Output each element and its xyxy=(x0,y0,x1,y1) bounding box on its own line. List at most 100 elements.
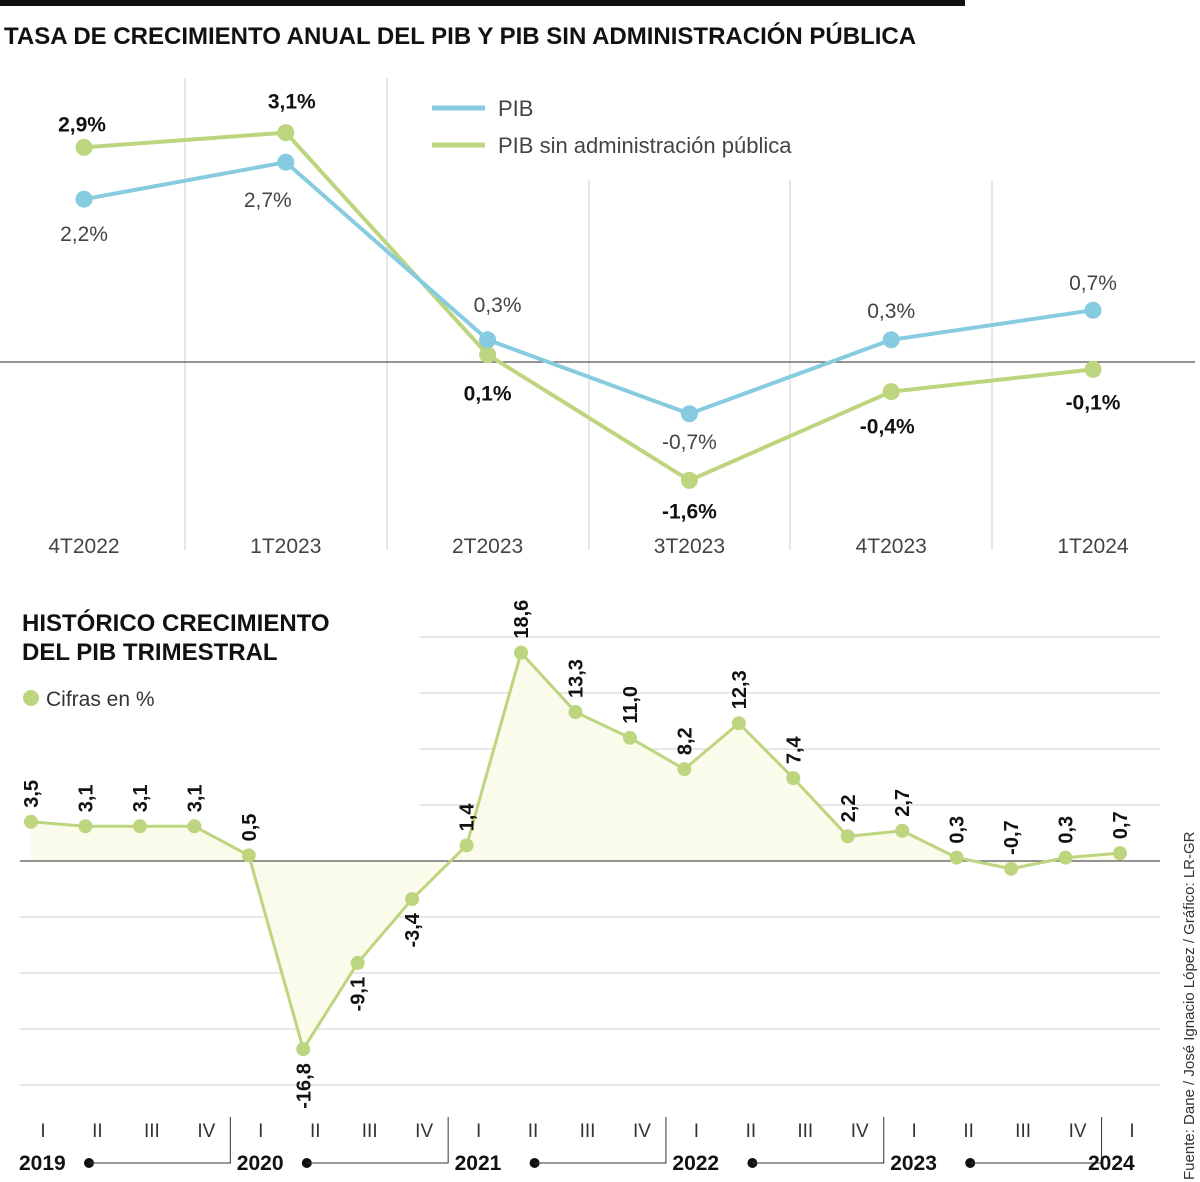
top-chart-title: TASA DE CRECIMIENTO ANUAL DEL PIB Y PIB … xyxy=(4,22,916,50)
quarter-tick-label: IV xyxy=(415,1121,433,1142)
data-label: 12,3 xyxy=(729,670,751,709)
data-point xyxy=(277,153,295,171)
data-point xyxy=(479,331,497,349)
data-label: 1,4 xyxy=(457,803,479,832)
year-label: 2021 xyxy=(455,1152,502,1175)
data-point xyxy=(296,1042,311,1057)
data-label: 0,5 xyxy=(239,814,261,842)
data-label: -0,4% xyxy=(860,416,915,439)
year-bracket xyxy=(534,1117,667,1164)
quarter-tick-label: II xyxy=(963,1121,974,1142)
x-tick-label: 1T2024 xyxy=(1057,535,1129,558)
quarter-tick-label: I xyxy=(912,1121,917,1142)
data-point xyxy=(459,838,474,853)
data-point xyxy=(882,331,900,349)
data-label: 13,3 xyxy=(566,659,588,698)
data-point xyxy=(479,346,497,364)
data-label: -0,1% xyxy=(1066,391,1121,414)
data-point xyxy=(949,850,964,865)
year-label: 2024 xyxy=(1088,1152,1135,1175)
legend-label: PIB xyxy=(498,96,533,121)
data-label: -3,4 xyxy=(402,912,424,947)
data-label: -9,1 xyxy=(348,977,370,1011)
data-label: 3,1 xyxy=(184,784,206,812)
data-point xyxy=(132,819,147,834)
quarter-tick-label: III xyxy=(580,1121,596,1142)
data-point xyxy=(24,814,38,829)
series-line xyxy=(83,130,1094,483)
quarter-tick-label: I xyxy=(694,1121,699,1142)
data-point xyxy=(350,955,365,970)
x-tick-label: 4T2022 xyxy=(48,535,119,558)
data-point xyxy=(680,471,698,489)
data-label: 0,7% xyxy=(1069,272,1117,295)
quarter-tick-label: III xyxy=(797,1121,813,1142)
data-point xyxy=(277,124,295,142)
data-point xyxy=(187,819,202,834)
data-point xyxy=(514,645,529,660)
data-point xyxy=(786,771,801,786)
year-label: 2022 xyxy=(672,1152,719,1175)
source-note: Fuente: Dane / José Ignacio López / Gráf… xyxy=(1181,831,1198,1180)
data-point xyxy=(622,730,637,745)
bottom-chart-title-line2: DEL PIB TRIMESTRAL xyxy=(22,639,278,666)
data-point xyxy=(405,892,420,907)
series-line xyxy=(83,160,1094,416)
bottom-chart-title-line1: HISTÓRICO CRECIMIENTO xyxy=(22,609,330,637)
data-point xyxy=(1058,850,1073,865)
data-label: 2,2 xyxy=(838,795,860,823)
data-label: 8,2 xyxy=(674,727,696,755)
x-tick-label: 2T2023 xyxy=(452,535,523,558)
data-point xyxy=(895,823,910,838)
data-label: 2,9% xyxy=(58,113,106,136)
data-label: 3,1 xyxy=(75,784,97,812)
x-tick-label: 3T2023 xyxy=(654,535,725,558)
year-bracket xyxy=(752,1117,885,1164)
data-label: -1,6% xyxy=(662,500,717,523)
quarter-tick-label: II xyxy=(528,1121,539,1142)
year-label: 2023 xyxy=(890,1152,937,1175)
quarter-tick-label: IV xyxy=(1069,1121,1087,1142)
quarter-tick-label: III xyxy=(362,1121,378,1142)
year-bracket xyxy=(306,1117,449,1164)
year-label: 2019 xyxy=(19,1152,66,1175)
data-label: -0,7 xyxy=(1001,820,1023,854)
data-label: 3,5 xyxy=(21,780,43,808)
quarter-tick-label: II xyxy=(310,1121,321,1142)
data-label: 11,0 xyxy=(620,686,642,724)
data-label: 0,7 xyxy=(1110,811,1132,839)
data-point xyxy=(680,405,698,423)
legend-cifras: Cifras en % xyxy=(46,688,155,711)
data-label: 2,7% xyxy=(244,189,292,212)
data-point xyxy=(75,190,93,208)
quarter-tick-label: III xyxy=(1015,1121,1031,1142)
legend-label: PIB sin administración pública xyxy=(498,133,792,158)
data-point xyxy=(677,762,692,777)
data-label: 3,1% xyxy=(268,91,316,114)
data-label: 0,3 xyxy=(1056,816,1078,844)
data-point xyxy=(568,705,583,720)
quarter-tick-label: II xyxy=(746,1121,757,1142)
legend-marker-cifras xyxy=(23,690,39,706)
data-point xyxy=(241,848,256,863)
area-fill xyxy=(31,652,1120,1050)
quarter-tick-label: IV xyxy=(851,1121,869,1142)
data-point xyxy=(1113,846,1127,861)
data-label: 0,3% xyxy=(474,294,522,317)
quarter-tick-label: I xyxy=(476,1121,481,1142)
year-label: 2020 xyxy=(237,1152,284,1175)
data-point xyxy=(75,138,93,156)
data-label: 0,3 xyxy=(947,816,969,844)
data-label: 3,1 xyxy=(130,784,152,812)
data-label: -0,7% xyxy=(662,431,717,454)
data-label: 0,1% xyxy=(464,383,512,406)
data-label: -16,8 xyxy=(293,1063,315,1109)
quarter-tick-label: IV xyxy=(197,1121,215,1142)
quarter-tick-label: III xyxy=(144,1121,160,1142)
x-tick-label: 1T2023 xyxy=(250,535,321,558)
quarter-tick-label: II xyxy=(92,1121,103,1142)
quarter-tick-label: I xyxy=(258,1121,263,1142)
data-label: 2,2% xyxy=(60,223,108,246)
x-tick-label: 4T2023 xyxy=(856,535,927,558)
